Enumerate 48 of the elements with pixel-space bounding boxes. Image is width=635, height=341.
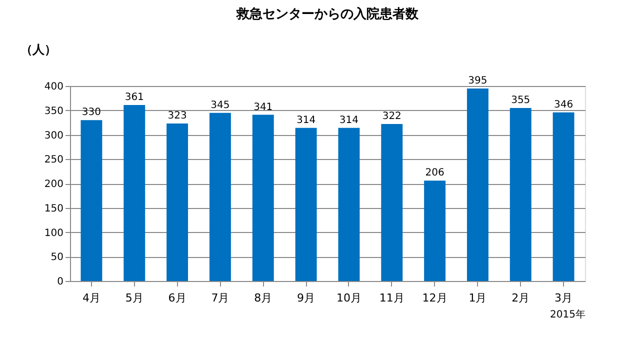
- data-label: 346: [554, 99, 574, 110]
- data-label: 361: [124, 92, 144, 104]
- x-tick-label: 4月: [82, 292, 100, 304]
- bar: [510, 108, 532, 281]
- bar: [124, 105, 146, 281]
- data-label: 314: [339, 114, 359, 126]
- x-tick-label: 1月: [468, 292, 487, 304]
- chart-title: 救急センターからの入院患者数: [236, 6, 420, 22]
- y-tick-label: 0: [57, 276, 64, 288]
- x-tick-label: 6月: [168, 292, 186, 304]
- y-tick-label: 50: [50, 252, 64, 264]
- x-tick-label: 10月: [336, 292, 362, 304]
- y-tick-label: 200: [44, 179, 64, 190]
- y-tick-label: 300: [44, 130, 64, 142]
- bar: [252, 114, 274, 281]
- data-label: 322: [382, 111, 402, 122]
- bar: [209, 112, 231, 281]
- y-tick-label: 250: [44, 154, 64, 166]
- bar: [295, 128, 317, 281]
- bar: [424, 180, 446, 281]
- bar: [381, 124, 403, 281]
- y-tick-label: 100: [44, 228, 64, 239]
- x-tick-label: 9月: [297, 292, 316, 304]
- y-tick-label: 150: [44, 203, 64, 214]
- x-tick-label: 12月: [422, 292, 448, 304]
- bar: [80, 120, 102, 281]
- x-tick-label: 3月: [554, 292, 573, 304]
- data-label: 330: [82, 107, 102, 118]
- bar: [552, 112, 574, 281]
- data-label: 345: [210, 100, 230, 111]
- x-tick-label: 11月: [379, 292, 404, 304]
- x-tick-label: 5月: [125, 292, 144, 304]
- data-label: 395: [468, 75, 488, 86]
- x-axis-title: 2015年: [550, 308, 586, 320]
- bar: [338, 128, 360, 281]
- data-label: 341: [254, 102, 273, 113]
- x-tick-label: 7月: [211, 292, 230, 304]
- data-label: 314: [296, 114, 316, 126]
- x-tick-label: 2月: [512, 292, 530, 304]
- bar: [466, 88, 488, 281]
- y-axis-title: （人）: [20, 42, 56, 56]
- data-label: 323: [168, 110, 187, 122]
- y-tick-label: 350: [44, 106, 64, 117]
- bar: [166, 124, 188, 281]
- data-label: 355: [511, 94, 530, 106]
- x-tick-label: 8月: [254, 292, 272, 304]
- data-label: 206: [425, 168, 444, 179]
- y-tick-label: 400: [44, 82, 64, 92]
